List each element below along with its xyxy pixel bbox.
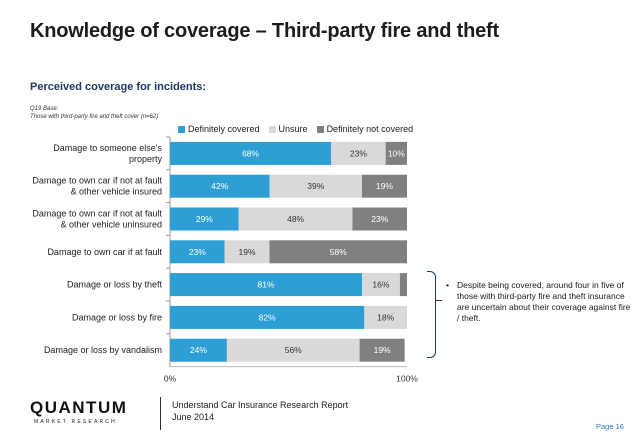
base-note-line-2: Those with third-party fire and theft co…: [30, 114, 159, 120]
data-label: 18%: [377, 312, 394, 322]
category-label: Damage to own car if not at fault & other…: [32, 176, 162, 197]
bar-segment: [170, 207, 239, 231]
data-label: 23%: [371, 214, 388, 224]
bar-segment: [269, 240, 407, 264]
base-note-line-1: Q19 Base:: [30, 106, 59, 112]
category-label: Damage to someone else's property: [53, 143, 162, 164]
callout-bracket: [427, 271, 436, 358]
category-label: Damage or loss by theft: [67, 280, 163, 290]
category-label: Damage or loss by fire: [72, 312, 162, 322]
data-label: 39%: [307, 181, 324, 191]
data-label: 23%: [189, 247, 206, 257]
category-label: Damage or loss by vandalism: [44, 345, 162, 355]
x-tick-label: 100%: [396, 374, 418, 384]
legend-label-not-covered: Definitely not covered: [326, 124, 414, 134]
bar-segment: [364, 305, 407, 329]
bar-segment: [352, 207, 407, 231]
x-tick-label: 0%: [164, 374, 177, 384]
data-label: 29%: [196, 214, 213, 224]
data-label: 68%: [242, 148, 259, 158]
legend-label-covered: Definitely covered: [188, 124, 260, 134]
bar-segment: [385, 141, 407, 165]
callout-bracket-tick: [435, 300, 442, 301]
report-date: June 2014: [172, 412, 215, 422]
bullet-icon: •: [446, 280, 449, 290]
data-label: 56%: [285, 345, 302, 355]
bar-segment: [359, 338, 405, 362]
bar-segment: [269, 174, 362, 198]
bar-segment: [224, 240, 270, 264]
callout-text: Despite being covered, around four in fi…: [457, 280, 631, 323]
bar-segment: [361, 273, 400, 297]
legend-label-unsure: Unsure: [278, 124, 308, 134]
data-label: 16%: [372, 280, 389, 290]
data-label: 19%: [239, 247, 256, 257]
bar-segment: [226, 338, 360, 362]
legend-swatch-not-covered: [316, 125, 324, 133]
data-label: 58%: [330, 247, 347, 257]
bar-segment: [170, 338, 227, 362]
bar-segment: [170, 273, 362, 297]
data-label: 10%: [388, 148, 405, 158]
report-title: Understand Car Insurance Research Report: [172, 400, 349, 410]
data-label: 82%: [259, 312, 276, 322]
legend-item-unsure: Unsure: [268, 124, 308, 134]
page-title: Knowledge of coverage – Third-party fire…: [30, 20, 499, 42]
bar-segment: [399, 273, 407, 297]
company-logo: QUANTUM: [30, 398, 128, 417]
bar-segment: [170, 240, 225, 264]
callout-box: • Despite being covered, around four in …: [446, 280, 632, 324]
page-number: Page 16: [596, 422, 624, 431]
chart-subtitle: Perceived coverage for incidents:: [30, 81, 207, 93]
base-note: Q19 Base: Those with third-party fire an…: [30, 105, 158, 121]
bar-segment: [170, 141, 332, 165]
bar-segment: [361, 174, 407, 198]
legend-swatch-unsure: [268, 125, 276, 133]
data-label: 24%: [190, 345, 207, 355]
bar-segment: [170, 174, 270, 198]
data-label: 19%: [374, 345, 391, 355]
company-logo-subtitle: MARKET RESEARCH: [34, 419, 117, 425]
data-label: 19%: [376, 181, 393, 191]
bar-segment: [331, 141, 386, 165]
category-label: Damage to own car if at fault: [47, 247, 162, 257]
chart-legend: Definitely covered Unsure Definitely not…: [178, 124, 422, 134]
legend-swatch-covered: [178, 125, 185, 133]
footer-divider: [160, 397, 161, 430]
legend-item-not-covered: Definitely not covered: [316, 124, 414, 134]
data-label: 81%: [257, 280, 274, 290]
report-info: Understand Car Insurance Research Report…: [172, 399, 348, 423]
data-label: 48%: [287, 214, 304, 224]
category-label: Damage to own car if not at fault & other…: [32, 209, 162, 230]
data-label: 23%: [350, 148, 367, 158]
bar-segment: [170, 305, 365, 329]
bar-segment: [238, 207, 353, 231]
legend-item-covered: Definitely covered: [178, 124, 260, 134]
data-label: 42%: [211, 181, 228, 191]
